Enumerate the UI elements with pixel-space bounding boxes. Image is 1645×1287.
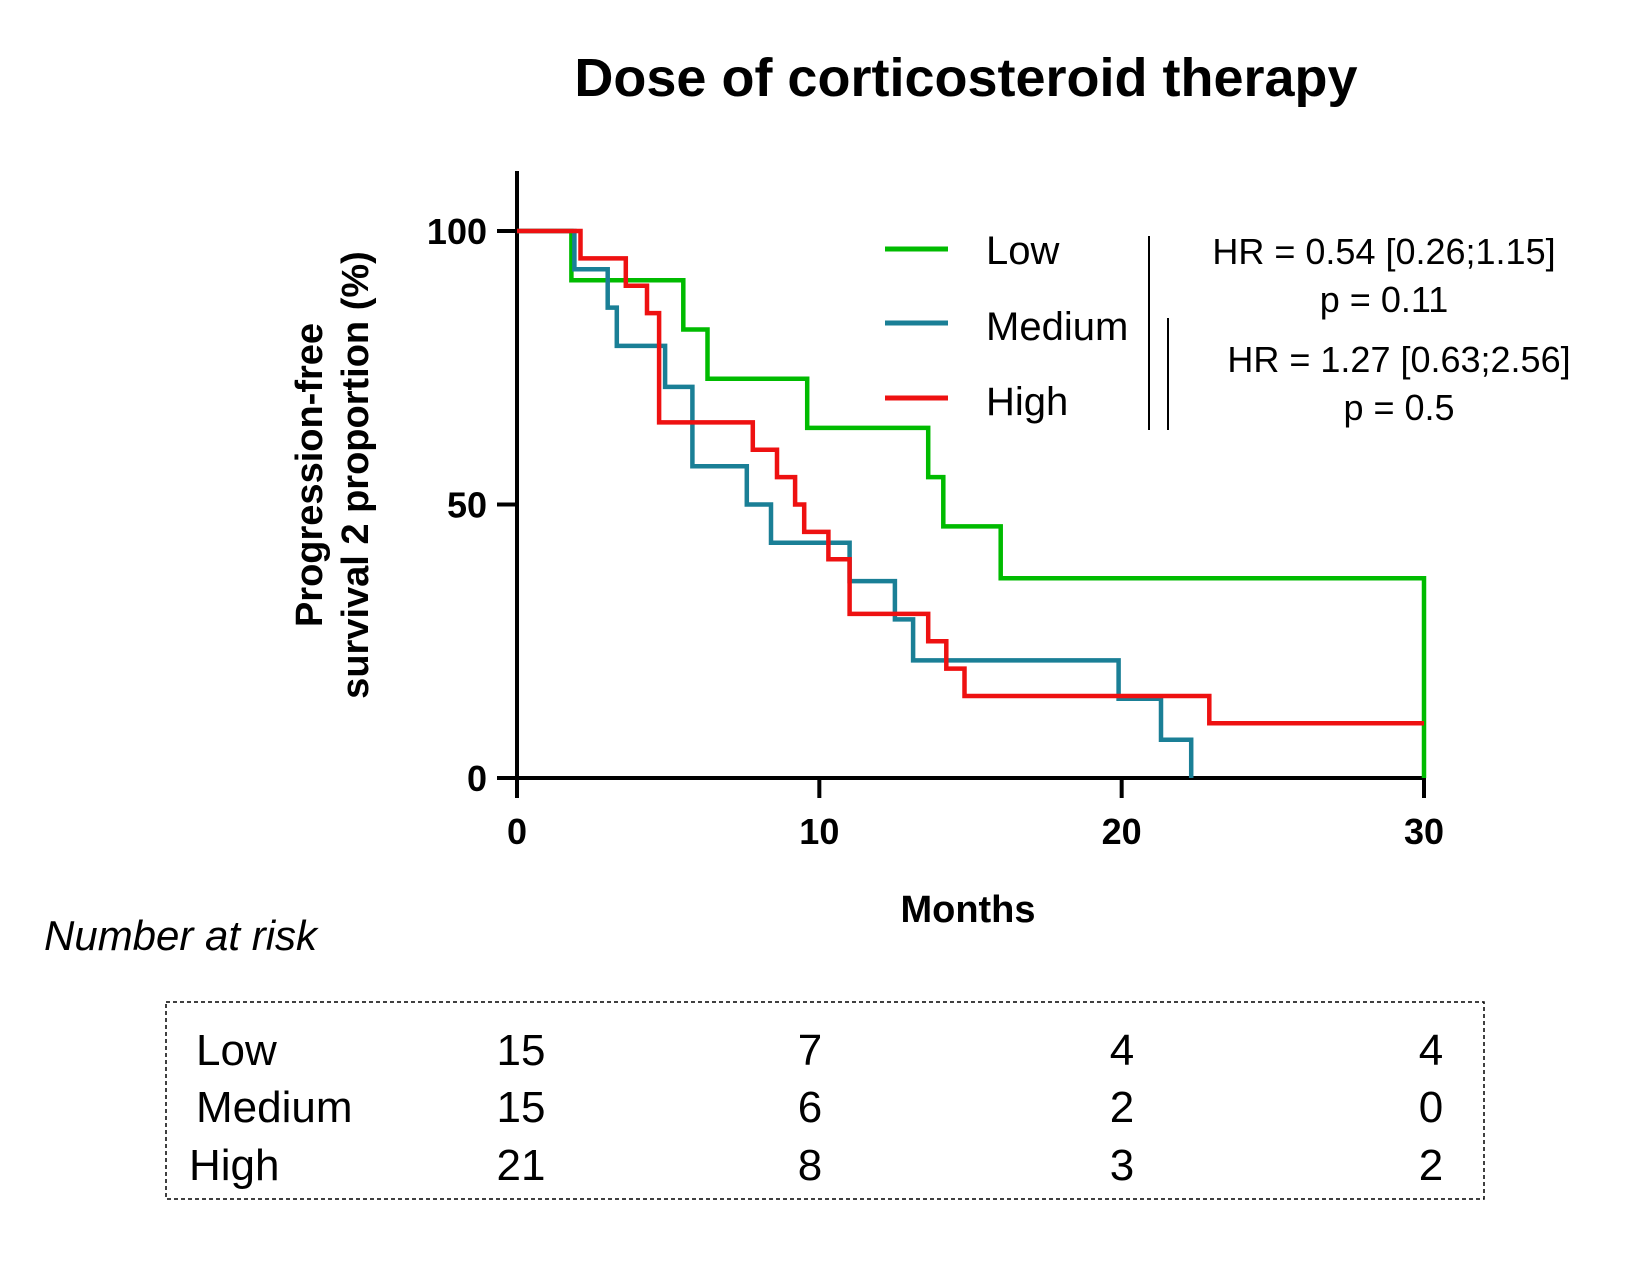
x-tick-label: 20 xyxy=(1102,811,1142,852)
x-axis-label: Months xyxy=(900,889,1035,931)
legend-label-medium: Medium xyxy=(986,305,1128,349)
risk-cell: 4 xyxy=(1110,1026,1134,1075)
risk-cell: 15 xyxy=(497,1083,546,1132)
hr-annotation-2-line2: p = 0.5 xyxy=(1343,387,1454,428)
hr-annotation-1-line1: HR = 0.54 [0.26;1.15] xyxy=(1212,231,1555,272)
hr-annotation-1-line2: p = 0.11 xyxy=(1320,279,1448,320)
hr-annotation-2-line1: HR = 1.27 [0.63;2.56] xyxy=(1227,339,1570,380)
legend-item-high: High xyxy=(885,380,1068,424)
y-tick-label: 50 xyxy=(447,485,487,526)
risk-cell: 2 xyxy=(1110,1083,1134,1132)
risk-table-box xyxy=(165,1001,1485,1200)
legend-label-low: Low xyxy=(986,229,1059,273)
series-line-low xyxy=(517,228,1427,778)
risk-row-label: Medium xyxy=(196,1083,353,1132)
x-tick-label: 0 xyxy=(507,811,527,852)
risk-cell: 21 xyxy=(497,1141,546,1190)
y-axis-label-line1: Progression-free xyxy=(289,323,331,627)
hr-annotation-2: HR = 1.27 [0.63;2.56] p = 0.5 xyxy=(1227,339,1570,428)
y-axis-ticks: 0 50 100 xyxy=(427,211,517,799)
legend-item-low: Low xyxy=(885,229,1059,273)
risk-row-label: Low xyxy=(196,1026,277,1075)
y-tick-label: 0 xyxy=(467,758,487,799)
series-group xyxy=(517,228,1427,778)
risk-row-label: High xyxy=(189,1141,280,1190)
risk-cell: 7 xyxy=(798,1026,822,1075)
hr-annotation-1: HR = 0.54 [0.26;1.15] p = 0.11 xyxy=(1212,231,1555,320)
risk-cell: 3 xyxy=(1110,1141,1134,1190)
risk-cell: 0 xyxy=(1419,1083,1443,1132)
y-axis-label-line2: survival 2 proportion (%) xyxy=(335,251,377,699)
risk-cell: 15 xyxy=(497,1026,546,1075)
risk-table-title: Number at risk xyxy=(44,912,319,959)
series-line-medium xyxy=(517,228,1194,778)
y-tick-label: 100 xyxy=(427,211,487,252)
legend-label-high: High xyxy=(986,380,1068,424)
risk-cell: 8 xyxy=(798,1141,822,1190)
x-tick-label: 10 xyxy=(799,811,839,852)
chart-title: Dose of corticosteroid therapy xyxy=(574,48,1357,108)
risk-cell: 4 xyxy=(1419,1026,1443,1075)
risk-cell: 6 xyxy=(798,1083,822,1132)
legend: Low Medium High xyxy=(885,229,1128,424)
series-line-high xyxy=(517,228,1424,726)
risk-cell: 2 xyxy=(1419,1141,1443,1190)
y-axis-label: Progression-free survival 2 proportion (… xyxy=(289,251,377,699)
risk-table: Low 15 7 4 4 Medium 15 6 2 0 High 21 8 3 2 xyxy=(189,1026,1443,1190)
x-axis-ticks: 0 10 20 30 xyxy=(507,778,1444,852)
legend-item-medium: Medium xyxy=(885,305,1128,349)
x-tick-label: 30 xyxy=(1404,811,1444,852)
